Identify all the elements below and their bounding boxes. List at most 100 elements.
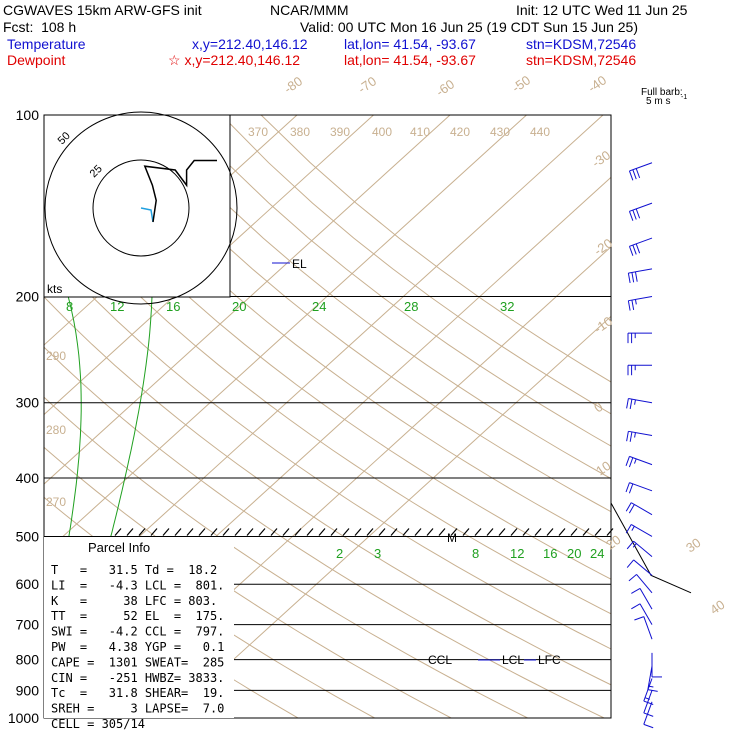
- hodograph-unit-label: kts: [47, 282, 62, 296]
- barb-flag: [625, 502, 632, 512]
- parcel-row: T = 31.5 Td = 18.2: [51, 563, 217, 577]
- wind-barb: [627, 364, 652, 376]
- barb-flag: [629, 431, 633, 442]
- theta-tick-label: 290: [46, 349, 66, 363]
- isotherm-tick-label: 40: [707, 597, 727, 618]
- hatch-mark: [210, 528, 218, 536]
- hatch-mark: [414, 528, 422, 536]
- barb-staff: [628, 268, 653, 274]
- dewpoint-xy-text: x,y=212.40,146.12: [184, 52, 301, 68]
- barb-staff: [629, 202, 653, 212]
- parcel-title: Parcel Info: [88, 540, 150, 555]
- hatch-mark: [546, 528, 554, 536]
- wind-column-outline: [610, 502, 692, 594]
- parcel-row: CELL = 305/14: [51, 717, 145, 731]
- annotation-lfc: LFC: [538, 653, 561, 667]
- hatch-mark: [378, 528, 386, 536]
- hatch-mark: [246, 528, 254, 536]
- hatch-mark: [318, 528, 326, 536]
- barb-staff: [643, 701, 653, 725]
- barb-flag: [628, 457, 634, 468]
- isotherm-tick-label: 0: [591, 399, 606, 415]
- hatch-mark: [330, 528, 338, 536]
- hodograph-ring-outer: [44, 111, 238, 305]
- parcel-box-bg: [44, 537, 234, 718]
- barb-flag: [634, 616, 644, 621]
- theta-tick-label: 370: [248, 125, 268, 139]
- isotherm-tick-label: -40: [585, 72, 609, 95]
- isotherm-tick-label: -50: [509, 72, 533, 95]
- mixing-ratio-label: 8: [472, 546, 479, 561]
- wind-barbs: [625, 162, 662, 729]
- hatch-mark: [126, 528, 134, 536]
- barb-flag: [631, 603, 641, 610]
- isotherm-tick-label: -20: [591, 235, 615, 258]
- sounding-annotations: EL CCL LCL LFC M: [114, 257, 614, 667]
- hatch-mark: [486, 528, 494, 536]
- isotherm-tick-label: -10: [591, 313, 615, 336]
- temperature-legend: Temperature: [7, 36, 86, 52]
- isotherm-tick-label: -30: [589, 147, 613, 170]
- isotherm-tick-label: 10: [593, 458, 613, 479]
- hatch-mark: [390, 528, 398, 536]
- wind-barb: [634, 616, 653, 640]
- barb-flag: [625, 456, 630, 466]
- forecast-hour: Fcst: 108 h: [3, 19, 77, 35]
- barb-flag: [625, 524, 632, 534]
- pressure-tick-label: 100: [16, 107, 40, 123]
- theta-tick-label: 410: [410, 125, 430, 139]
- barb-flag: [632, 244, 637, 255]
- hatch-mark: [474, 528, 482, 536]
- barb-flag: [632, 543, 637, 548]
- hatch-mark: [558, 528, 566, 536]
- barb-note-exponent: -1: [681, 94, 687, 101]
- init-time: Init: 12 UTC Wed 11 Jun 25: [516, 2, 688, 18]
- wind-barb: [628, 574, 653, 594]
- barb-flag: [634, 299, 637, 305]
- barb-flag: [627, 300, 631, 311]
- parcel-row: LI = -4.3 LCL = 801.: [51, 578, 224, 592]
- dry-adiabat: [44, 296, 611, 686]
- isotherm-tick-label: -60: [433, 76, 457, 99]
- dewpoint-xy: ☆ x,y=212.40,146.12: [168, 52, 301, 68]
- hatch-mark: [186, 528, 194, 536]
- moist-adiabat-label: 32: [500, 299, 514, 314]
- barb-staff: [630, 502, 653, 516]
- wind-barb: [625, 524, 653, 537]
- mixing-ratio-label: 2: [336, 546, 343, 561]
- theta-tick-label: 430: [490, 125, 510, 139]
- wind-barb: [643, 701, 654, 729]
- barb-flag: [628, 574, 637, 582]
- theta-tick-label: 390: [330, 125, 350, 139]
- hatch-mark: [138, 528, 146, 536]
- barb-staff: [647, 665, 653, 690]
- wind-barb: [643, 690, 654, 717]
- dewpoint-latlon: lat,lon= 41.54, -93.67: [344, 52, 476, 68]
- pressure-tick-label: 700: [16, 617, 40, 633]
- wind-barb: [627, 296, 653, 311]
- annotation-lcl: LCL: [502, 653, 524, 667]
- barb-staff: [639, 603, 653, 625]
- barb-flag: [628, 246, 634, 256]
- temperature-latlon: lat,lon= 41.54, -93.67: [344, 36, 476, 52]
- barb-flag: [626, 540, 634, 550]
- hatch-mark: [462, 528, 470, 536]
- dry-adiabat: [44, 346, 605, 718]
- wind-barb: [651, 652, 662, 678]
- hatch-mark: [198, 528, 206, 536]
- mixing-ratio-label: 24: [590, 546, 604, 561]
- dry-adiabat: [44, 140, 611, 580]
- isotherm-tick-label: 30: [683, 535, 703, 556]
- barb-flag: [626, 559, 634, 568]
- parcel-info-box: Parcel Info T = 31.5 Td = 18.2LI = -4.3 L…: [44, 537, 234, 731]
- barb-flag: [626, 431, 629, 442]
- hatch-mark: [402, 528, 410, 536]
- org-label: NCAR/MMM: [270, 2, 349, 18]
- wind-barb: [626, 430, 653, 442]
- wind-barb: [626, 540, 653, 558]
- hatch-mark: [498, 528, 506, 536]
- hatch-mark: [426, 528, 434, 536]
- temperature-xy: x,y=212.40,146.12: [192, 36, 308, 52]
